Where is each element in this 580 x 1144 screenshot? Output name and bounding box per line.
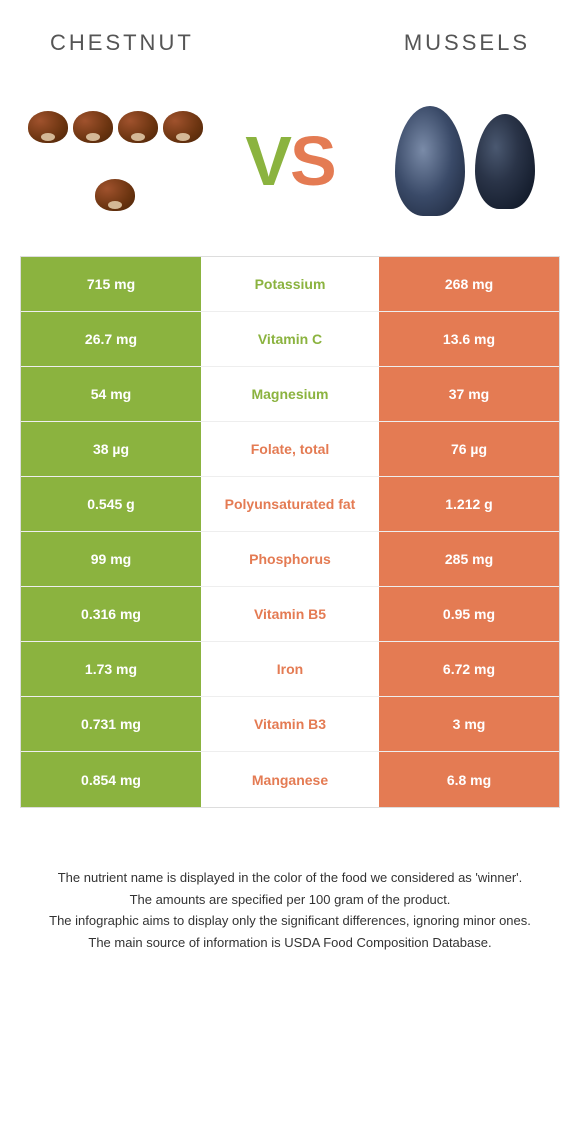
nutrient-table: 715 mgPotassium268 mg26.7 mgVitamin C13.… bbox=[20, 256, 560, 808]
left-value-cell: 54 mg bbox=[21, 367, 201, 421]
nutrient-label-cell: Vitamin C bbox=[201, 312, 379, 366]
nutrient-label-cell: Polyunsaturated fat bbox=[201, 477, 379, 531]
footnote-line: The infographic aims to display only the… bbox=[30, 911, 550, 931]
footnote-line: The amounts are specified per 100 gram o… bbox=[30, 890, 550, 910]
chestnut-icon bbox=[28, 111, 68, 143]
nutrient-label-cell: Vitamin B3 bbox=[201, 697, 379, 751]
table-row: 0.731 mgVitamin B33 mg bbox=[21, 697, 559, 752]
chestnut-icon bbox=[95, 179, 135, 211]
right-value-cell: 76 µg bbox=[379, 422, 559, 476]
chestnut-icon bbox=[118, 111, 158, 143]
left-value-cell: 38 µg bbox=[21, 422, 201, 476]
right-food-title: MUSSELS bbox=[404, 30, 530, 56]
right-value-cell: 268 mg bbox=[379, 257, 559, 311]
left-value-cell: 0.545 g bbox=[21, 477, 201, 531]
vs-v: V bbox=[245, 121, 290, 201]
nutrient-label-cell: Manganese bbox=[201, 752, 379, 807]
left-value-cell: 0.731 mg bbox=[21, 697, 201, 751]
table-row: 99 mgPhosphorus285 mg bbox=[21, 532, 559, 587]
left-value-cell: 0.854 mg bbox=[21, 752, 201, 807]
mussels-image bbox=[370, 96, 560, 226]
table-row: 26.7 mgVitamin C13.6 mg bbox=[21, 312, 559, 367]
table-row: 38 µgFolate, total76 µg bbox=[21, 422, 559, 477]
nutrient-label-cell: Vitamin B5 bbox=[201, 587, 379, 641]
left-value-cell: 0.316 mg bbox=[21, 587, 201, 641]
chestnut-icon bbox=[73, 111, 113, 143]
nutrient-label-cell: Potassium bbox=[201, 257, 379, 311]
nutrient-label-cell: Magnesium bbox=[201, 367, 379, 421]
chestnut-icon bbox=[163, 111, 203, 143]
footnote-line: The nutrient name is displayed in the co… bbox=[30, 868, 550, 888]
left-food-title: CHESTNUT bbox=[50, 30, 194, 56]
header: CHESTNUT MUSSELS bbox=[0, 0, 580, 76]
table-row: 0.316 mgVitamin B50.95 mg bbox=[21, 587, 559, 642]
vs-label: V S bbox=[245, 121, 334, 201]
table-row: 715 mgPotassium268 mg bbox=[21, 257, 559, 312]
right-value-cell: 1.212 g bbox=[379, 477, 559, 531]
table-row: 0.545 gPolyunsaturated fat1.212 g bbox=[21, 477, 559, 532]
footnotes: The nutrient name is displayed in the co… bbox=[0, 808, 580, 952]
table-row: 1.73 mgIron6.72 mg bbox=[21, 642, 559, 697]
left-value-cell: 715 mg bbox=[21, 257, 201, 311]
right-value-cell: 37 mg bbox=[379, 367, 559, 421]
nutrient-label-cell: Folate, total bbox=[201, 422, 379, 476]
footnote-line: The main source of information is USDA F… bbox=[30, 933, 550, 953]
right-value-cell: 13.6 mg bbox=[379, 312, 559, 366]
right-value-cell: 285 mg bbox=[379, 532, 559, 586]
images-row: V S bbox=[0, 76, 580, 256]
left-value-cell: 1.73 mg bbox=[21, 642, 201, 696]
nutrient-label-cell: Iron bbox=[201, 642, 379, 696]
table-row: 0.854 mgManganese6.8 mg bbox=[21, 752, 559, 807]
vs-s: S bbox=[290, 121, 335, 201]
mussel-icon bbox=[395, 106, 465, 216]
nutrient-label-cell: Phosphorus bbox=[201, 532, 379, 586]
mussel-icon bbox=[475, 114, 535, 209]
right-value-cell: 6.72 mg bbox=[379, 642, 559, 696]
chestnut-image bbox=[20, 96, 210, 226]
right-value-cell: 3 mg bbox=[379, 697, 559, 751]
right-value-cell: 0.95 mg bbox=[379, 587, 559, 641]
left-value-cell: 26.7 mg bbox=[21, 312, 201, 366]
table-row: 54 mgMagnesium37 mg bbox=[21, 367, 559, 422]
right-value-cell: 6.8 mg bbox=[379, 752, 559, 807]
left-value-cell: 99 mg bbox=[21, 532, 201, 586]
